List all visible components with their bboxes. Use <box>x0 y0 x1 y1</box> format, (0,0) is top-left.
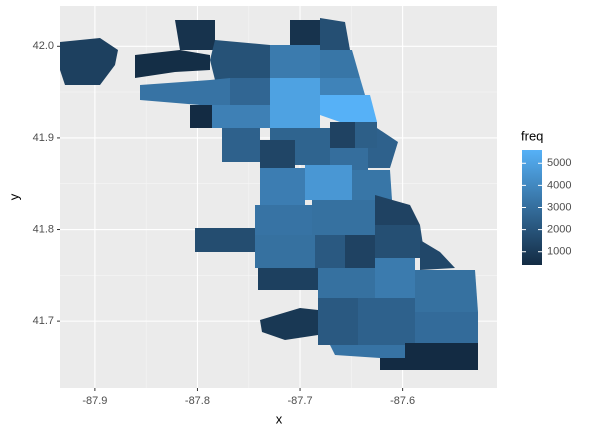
y-tick-label: 42.0 <box>33 40 54 52</box>
region <box>380 343 478 370</box>
legend-label: 2000 <box>547 224 571 236</box>
region <box>260 140 295 168</box>
region <box>312 200 375 235</box>
x-tick-label: -87.6 <box>390 395 415 407</box>
x-axis-title: x <box>276 411 283 426</box>
y-tick-label: 41.9 <box>33 132 54 144</box>
region <box>60 38 118 85</box>
region <box>290 20 320 45</box>
region <box>255 205 312 235</box>
region <box>320 95 377 122</box>
region <box>355 122 377 148</box>
x-tick-label: -87.8 <box>185 395 210 407</box>
region <box>135 50 210 78</box>
region <box>315 235 345 268</box>
x-tick-label: -87.9 <box>82 395 107 407</box>
legend-label: 3000 <box>547 201 571 213</box>
region <box>210 40 270 80</box>
region <box>258 268 318 290</box>
region <box>415 312 478 343</box>
region <box>320 78 365 95</box>
region <box>270 78 320 130</box>
region <box>358 298 415 345</box>
region <box>320 50 360 78</box>
y-axis-title: y <box>6 193 21 200</box>
region <box>270 45 320 78</box>
region <box>305 165 352 200</box>
region <box>368 128 398 168</box>
region <box>190 105 212 128</box>
legend-title: freq <box>521 128 543 143</box>
region <box>270 128 330 165</box>
y-tick-label: 41.7 <box>33 315 54 327</box>
region <box>330 122 355 148</box>
region <box>320 18 350 50</box>
legend-label: 4000 <box>547 179 571 191</box>
region <box>260 168 305 205</box>
region <box>375 258 415 300</box>
region <box>255 235 315 268</box>
region <box>330 345 405 358</box>
region <box>230 78 270 105</box>
region <box>260 308 318 340</box>
region <box>375 225 425 258</box>
legend-label: 5000 <box>547 157 571 169</box>
region <box>420 240 455 270</box>
legend-label: 1000 <box>547 246 571 258</box>
region <box>318 268 375 298</box>
region <box>345 235 375 268</box>
colorbar <box>522 150 542 265</box>
region <box>352 170 392 200</box>
region <box>375 195 420 225</box>
x-tick-label: -87.7 <box>288 395 313 407</box>
region <box>330 148 368 170</box>
region <box>212 105 270 128</box>
region <box>175 20 215 50</box>
region <box>195 228 255 252</box>
region <box>222 128 260 162</box>
region <box>318 298 358 345</box>
region <box>415 270 478 312</box>
y-tick-label: 41.8 <box>33 223 54 235</box>
region <box>140 78 230 105</box>
